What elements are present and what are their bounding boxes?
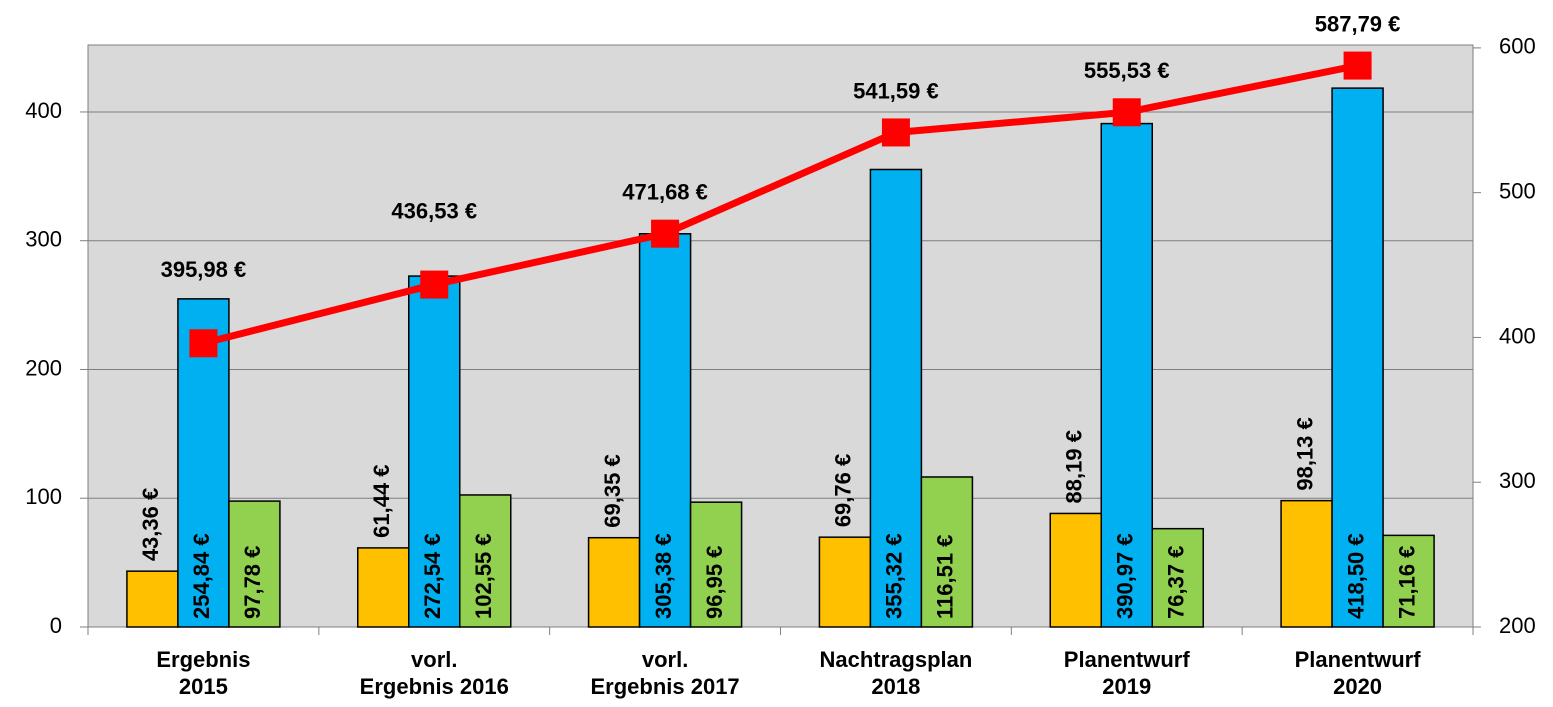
data-label: 116,51 € — [933, 535, 958, 619]
data-label: 418,50 € — [1343, 533, 1368, 619]
y-tick-label: 400 — [25, 98, 62, 123]
x-tick-label: vorl. Ergebnis 2016 — [359, 647, 509, 699]
marker — [189, 329, 218, 358]
data-label: 305,38 € — [651, 533, 676, 619]
bar — [228, 500, 281, 628]
bar — [818, 536, 872, 628]
plot-area — [88, 45, 1473, 627]
data-label: 71,16 € — [1394, 546, 1419, 619]
data-label: 98,13 € — [1292, 417, 1317, 490]
data-label: 471,68 € — [622, 179, 708, 204]
bar — [459, 494, 512, 628]
x-tick-label: vorl. Ergebnis 2017 — [590, 647, 740, 699]
y2-tick-label: 400 — [1499, 323, 1536, 348]
bar — [1331, 87, 1384, 628]
data-label: 555,53 € — [1084, 58, 1170, 83]
x-tick-label: Planentwurf 2019 — [1063, 647, 1190, 699]
line — [202, 62, 1359, 347]
bar — [1151, 527, 1204, 628]
data-label: 102,55 € — [471, 533, 496, 619]
bar — [1049, 512, 1102, 628]
bar — [357, 547, 410, 628]
data-label: 355,32 € — [882, 533, 907, 619]
data-label: 395,98 € — [161, 257, 247, 282]
bar — [920, 476, 974, 628]
data-label: 254,84 € — [189, 533, 214, 619]
data-label: 69,76 € — [831, 454, 856, 527]
y2-tick-label: 300 — [1499, 468, 1536, 493]
bar — [408, 275, 461, 628]
y-tick-label: 100 — [25, 484, 62, 509]
data-label: 436,53 € — [391, 198, 477, 223]
bar — [689, 501, 743, 628]
data-label: 272,54 € — [420, 533, 445, 619]
marker — [651, 219, 680, 248]
y2-tick-label: 500 — [1499, 178, 1536, 203]
data-label: 97,78 € — [240, 546, 265, 619]
x-tick-label: Nachtragsplan 2018 — [819, 647, 973, 699]
y-tick-label: 300 — [25, 227, 62, 252]
bar — [869, 168, 923, 628]
y2-tick-label: 200 — [1499, 613, 1536, 638]
data-label: 61,44 € — [369, 464, 394, 537]
marker — [420, 270, 449, 299]
marker — [1343, 51, 1372, 80]
y-tick-label: 0 — [50, 613, 62, 638]
data-label: 43,36 € — [138, 488, 163, 561]
y-tick-label: 200 — [25, 355, 62, 380]
data-label: 96,95 € — [702, 546, 727, 619]
x-tick-label: Ergebnis 2015 — [156, 647, 251, 699]
bar — [1382, 534, 1435, 628]
data-label: 541,59 € — [853, 78, 939, 103]
bar — [587, 536, 641, 628]
marker — [881, 118, 910, 147]
data-label: 587,79 € — [1315, 11, 1401, 36]
bar — [638, 233, 692, 628]
data-label: 88,19 € — [1062, 430, 1087, 503]
data-label: 390,97 € — [1113, 533, 1138, 619]
bar — [126, 570, 179, 628]
marker — [1112, 98, 1141, 127]
bar — [1280, 499, 1333, 628]
y2-tick-label: 600 — [1499, 34, 1536, 59]
bar — [1100, 122, 1153, 628]
data-label: 76,37 € — [1164, 546, 1189, 619]
data-label: 69,35 € — [600, 454, 625, 527]
x-tick-label: Planentwurf 2020 — [1294, 647, 1421, 699]
